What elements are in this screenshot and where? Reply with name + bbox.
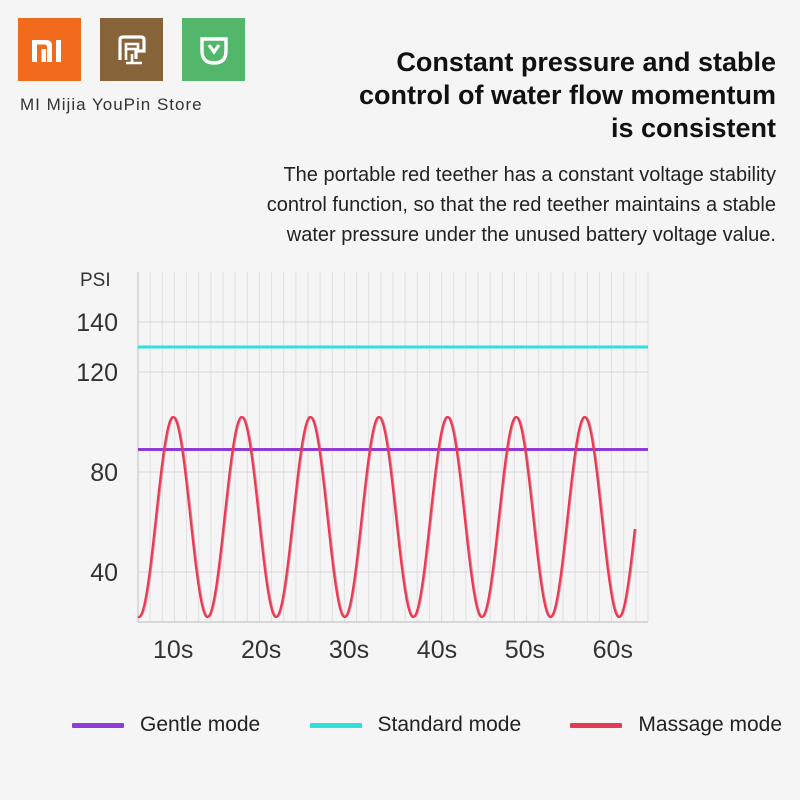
mijia-logo	[182, 18, 245, 81]
legend-label-massage: Massage mode	[638, 713, 782, 736]
description: The portable red teether has a constant …	[136, 160, 776, 250]
series-line-massage	[137, 415, 636, 619]
mi-logo	[18, 18, 81, 81]
y-axis-label: PSI	[80, 270, 111, 291]
x-tick-label: 50s	[505, 636, 545, 664]
mi-logo-icon	[31, 39, 61, 62]
headline: Constant pressure and stable control of …	[256, 46, 776, 145]
headline-line-3: is consistent	[610, 113, 776, 143]
legend-swatch-gentle	[72, 722, 124, 728]
chart-legend: Gentle mode Standard mode Massage mode	[72, 713, 782, 737]
legend-swatch-massage	[570, 722, 623, 728]
x-tick-label: 40s	[417, 636, 457, 664]
y-tick-label: 140	[76, 309, 118, 337]
x-tick-label: 20s	[241, 636, 281, 664]
description-line-2: control function, so that the red teethe…	[266, 194, 776, 216]
legend-item-standard: Standard mode	[309, 713, 522, 737]
legend-item-massage: Massage mode	[570, 713, 782, 737]
x-tick-label: 60s	[593, 636, 633, 664]
headline-line-1: Constant pressure and stable	[396, 47, 776, 77]
x-tick-label: 10s	[153, 636, 193, 664]
description-line-3: water pressure under the unused battery …	[286, 224, 776, 246]
y-tick-label: 120	[76, 359, 118, 387]
headline-line-2: control of water flow momentum	[358, 80, 776, 110]
x-tick-label: 30s	[329, 636, 369, 664]
legend-label-gentle: Gentle mode	[140, 713, 261, 736]
legend-swatch-standard	[309, 722, 362, 728]
youpin-icon	[117, 34, 146, 64]
mijia-icon	[199, 36, 228, 65]
legend-item-gentle: Gentle mode	[72, 713, 260, 737]
y-tick-label: 80	[90, 459, 118, 487]
brand-logos	[18, 18, 245, 81]
youpin-logo	[100, 18, 163, 81]
y-tick-label: 40	[90, 559, 118, 587]
store-name: MI Mijia YouPin Store	[20, 95, 203, 114]
series-line-massage-shadow	[139, 416, 637, 618]
legend-label-standard: Standard mode	[377, 713, 522, 736]
description-line-1: The portable red teether has a constant …	[283, 164, 776, 186]
